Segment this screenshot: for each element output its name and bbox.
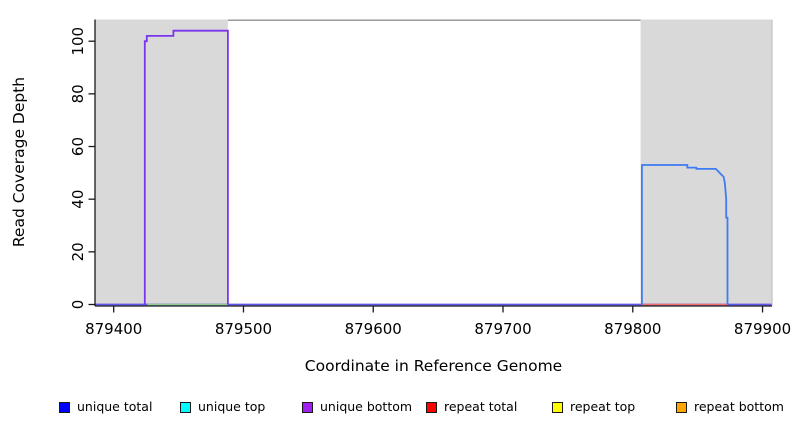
legend-label: unique top [198,399,266,414]
legend-swatch-repeat-bottom [676,401,687,413]
y-tick-label: 20 [69,242,87,261]
legend-label: unique total [77,399,153,414]
y-axis-title: Read Coverage Depth [10,76,28,248]
coverage-plot: 879400 879500 879600 879700 879800 879900 0 20 4… [69,19,791,338]
shaded-region-left [95,19,228,306]
x-tick-label: 879500 [215,320,272,338]
legend-label: unique bottom [320,399,413,414]
x-tick-label: 879900 [734,320,791,338]
legend-item-unique-total: unique total [59,400,152,414]
y-tick-label: 100 [69,27,87,56]
legend-item-repeat-top: repeat top [552,400,635,414]
x-tick-label: 879800 [604,320,661,338]
shaded-region-right [640,19,772,306]
legend-item-repeat-bottom: repeat bottom [676,400,784,414]
y-tick-label: 60 [69,137,87,156]
legend-swatch-unique-top [180,401,191,413]
legend-item-unique-top: unique top [180,400,265,414]
legend-swatch-repeat-total [426,401,437,413]
y-tick-label: 80 [69,84,87,103]
legend-label: repeat total [444,399,518,414]
legend-item-unique-bottom: unique bottom [302,400,412,414]
legend-item-repeat-total: repeat total [426,400,517,414]
series-unique-bottom-left-region-line [143,29,229,305]
legend-swatch-repeat-top [552,401,563,413]
legend-label: repeat top [570,399,636,414]
x-tick-label: 879700 [474,320,531,338]
x-tick-label: 879600 [345,320,402,338]
legend-swatch-unique-total [59,401,70,413]
y-tick-label: 40 [69,190,87,209]
x-tick-label: 879400 [85,320,142,338]
x-axis-title: Coordinate in Reference Genome [304,357,563,375]
legend-swatch-unique-bottom [302,401,313,413]
series-unique-total-right-region-line [641,164,729,305]
y-tick-label: 0 [69,300,87,310]
legend-label: repeat bottom [694,399,784,414]
